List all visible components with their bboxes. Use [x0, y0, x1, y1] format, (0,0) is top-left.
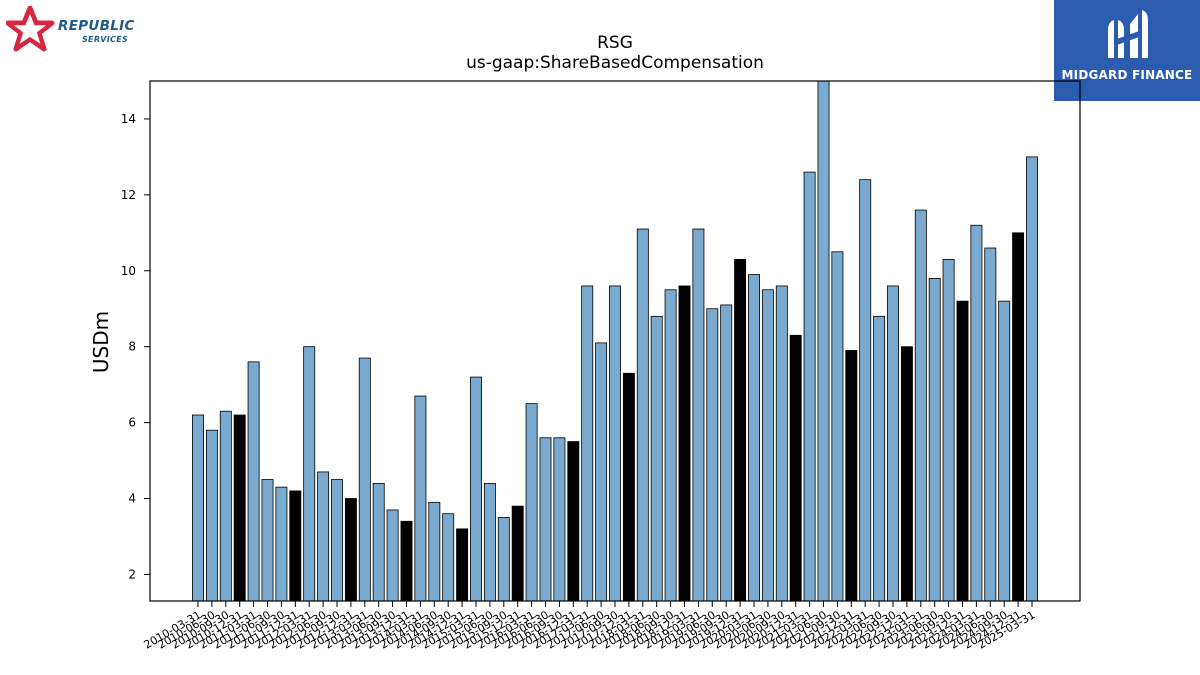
bar — [984, 247, 997, 602]
bar — [942, 258, 955, 602]
bar — [595, 342, 608, 602]
bar — [1026, 156, 1038, 602]
bar — [998, 300, 1011, 602]
bar — [553, 437, 566, 602]
bar — [720, 304, 733, 602]
bar — [525, 403, 538, 602]
bar — [789, 334, 802, 602]
midgard-finance-logo: MIDGARD FINANCE — [1054, 0, 1200, 101]
bar — [761, 289, 774, 602]
y-axis-ticks: 2 4 6 8 10 12 14 — [121, 112, 150, 581]
y-tick-label: 6 — [128, 416, 136, 430]
bar — [845, 350, 858, 602]
bar-series — [192, 80, 1038, 602]
bar — [317, 471, 330, 602]
bar — [331, 479, 343, 602]
x-axis-ticks: 2010-03-312010-06-302010-09-302010-12-31… — [142, 601, 1038, 652]
y-tick-label: 14 — [121, 112, 136, 126]
midgard-logo-name: MIDGARD FINANCE — [1061, 68, 1193, 82]
bar — [567, 441, 580, 602]
bar — [511, 505, 524, 602]
bar — [928, 277, 941, 602]
bar — [873, 315, 886, 602]
bar — [470, 376, 482, 602]
republic-star-icon — [5, 5, 55, 52]
bar — [678, 285, 691, 602]
republic-services-logo: REPUBLIC SERVICES — [5, 5, 146, 54]
bar — [609, 285, 621, 602]
bar — [622, 372, 635, 602]
bar — [275, 486, 288, 602]
bar — [970, 224, 983, 602]
y-tick-label: 4 — [128, 492, 136, 506]
chart-subtitle: us-gaap:ShareBasedCompensation — [466, 53, 764, 73]
bar — [831, 251, 844, 602]
bar — [456, 528, 469, 602]
bar — [233, 414, 246, 602]
bar — [859, 179, 872, 602]
bar — [887, 285, 899, 602]
bar — [734, 258, 747, 602]
bar — [581, 285, 594, 602]
bar — [900, 346, 913, 602]
bar — [664, 289, 677, 602]
y-tick-label: 12 — [121, 188, 136, 202]
republic-logo-name: REPUBLIC — [58, 18, 135, 34]
bar — [414, 395, 427, 602]
bar — [650, 315, 663, 602]
bar — [303, 346, 316, 602]
bar — [775, 285, 788, 602]
bar — [289, 490, 302, 602]
bar — [205, 429, 218, 602]
bar — [956, 300, 969, 602]
bar — [483, 482, 496, 602]
bar — [192, 414, 204, 602]
bar — [748, 274, 760, 602]
republic-logo-sub: SERVICES — [82, 35, 129, 44]
bar — [247, 361, 260, 602]
y-axis-label: USDm — [89, 311, 113, 373]
midgard-emblem-icon — [1108, 10, 1148, 58]
bar — [817, 80, 830, 602]
y-tick-label: 2 — [128, 567, 136, 581]
bar — [261, 479, 274, 602]
bar — [344, 498, 357, 602]
bar — [692, 228, 705, 602]
bar — [539, 437, 552, 602]
bar — [636, 228, 649, 602]
bar — [358, 357, 371, 602]
y-tick-label: 10 — [121, 264, 136, 278]
bar — [219, 410, 232, 602]
bar — [914, 209, 927, 602]
plot-frame — [149, 80, 1081, 602]
y-tick-label: 8 — [128, 340, 136, 354]
bar — [803, 171, 816, 602]
bar — [386, 509, 399, 602]
bar — [400, 520, 413, 602]
bar — [442, 513, 455, 602]
bar — [428, 501, 441, 602]
bar — [497, 517, 510, 602]
chart-title: RSG — [597, 33, 633, 53]
bar — [1012, 232, 1025, 602]
bar — [706, 308, 719, 602]
bar — [372, 482, 385, 602]
